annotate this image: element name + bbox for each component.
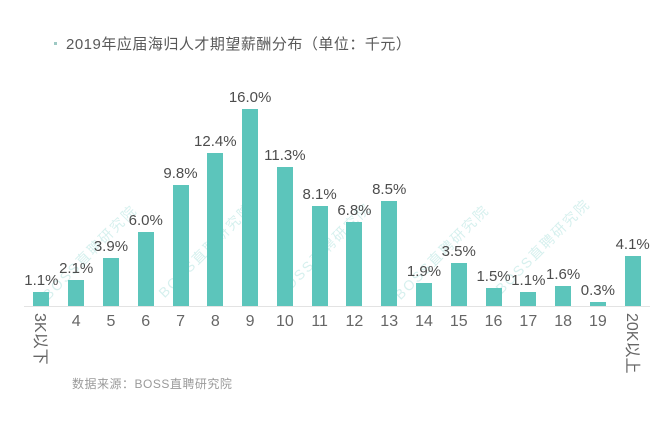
bar-plot-area: 1.1% 2.1% 3.9% 6.0% 9.8% 12.4% 16.0% 11.3% 8.1% 6… (24, 89, 650, 306)
x-axis-tick-label: 9 (245, 313, 255, 330)
bar-value-label: 12.4% (194, 133, 237, 150)
x-axis-tick: 13 (372, 312, 407, 334)
bar-value-label: 6.8% (337, 202, 372, 219)
bar (415, 283, 432, 306)
bar-value-label: 2.1% (59, 260, 94, 277)
x-axis-tick-label: 20K以上 (622, 313, 640, 374)
x-axis-tick: 6 (128, 312, 163, 334)
data-source-note: 数据来源：BOSS直聘研究院 (72, 377, 233, 391)
x-axis-tick: 18 (546, 312, 581, 334)
bar-value-label: 0.3% (580, 282, 615, 299)
x-axis-tick-label: 8 (210, 313, 220, 330)
bar (33, 292, 50, 306)
x-axis-tick-label: 18 (554, 313, 572, 330)
bar-column: 2.1% (59, 260, 94, 306)
bar (624, 256, 641, 306)
x-axis-tick-label: 13 (380, 313, 399, 330)
x-axis-tick: 3K以下 (24, 312, 59, 365)
bar (589, 302, 606, 306)
x-axis-tick: 19 (581, 312, 616, 334)
bar (381, 201, 398, 306)
bar (172, 185, 189, 306)
bar-column: 6.0% (128, 212, 163, 306)
bar (346, 222, 363, 306)
x-axis-tick-label: 16 (484, 313, 503, 330)
bar-value-label: 1.9% (406, 263, 442, 280)
bar (555, 286, 572, 306)
bar-value-label: 8.5% (372, 181, 407, 198)
x-axis-tick: 15 (441, 312, 476, 334)
bar (68, 280, 85, 306)
bar-column: 16.0% (229, 89, 271, 306)
x-axis-tick: 10 (267, 312, 302, 334)
bar (485, 288, 502, 306)
x-axis-tick-label: 19 (588, 313, 607, 330)
x-axis-tick: 8 (198, 312, 233, 334)
x-axis-tick-label: 4 (71, 313, 81, 330)
bar-value-label: 1.6% (546, 266, 581, 283)
x-axis-tick: 5 (94, 312, 129, 334)
bar-value-label: 8.1% (302, 186, 337, 203)
bar-column: 12.4% (194, 133, 237, 306)
bar (242, 109, 259, 306)
bar-value-label: 3.9% (93, 238, 129, 255)
bar-value-label: 3.5% (441, 243, 476, 260)
x-axis-tick: 7 (163, 312, 198, 334)
bar (450, 263, 467, 306)
bar-value-label: 9.8% (163, 165, 198, 182)
bar-column: 0.3% (581, 282, 616, 306)
bar-value-label: 11.3% (264, 147, 306, 164)
x-axis-tick-label: 14 (415, 313, 433, 330)
bar-value-label: 1.1% (511, 272, 546, 289)
bar-column: 3.5% (441, 243, 476, 306)
bar-column: 1.1% (24, 272, 59, 306)
bar-column: 1.6% (546, 266, 581, 306)
x-axis-tick: 9 (233, 312, 268, 334)
x-axis-tick: 11 (302, 312, 337, 334)
bar (276, 167, 293, 306)
bar (137, 232, 154, 306)
bar-column: 6.8% (337, 202, 372, 306)
bar (102, 258, 119, 306)
x-axis-tick: 20K以上 (615, 312, 650, 373)
bar-column: 1.1% (511, 272, 546, 306)
bar-column: 3.9% (94, 238, 129, 306)
x-axis-tick-row: 3K以下 4 5 6 7 8 9 10 11 12 13 14 15 16 17 18 19 20K以上 (24, 312, 650, 373)
bar-value-label: 1.1% (24, 272, 59, 289)
x-axis-tick-label: 15 (449, 313, 468, 330)
x-axis-tick: 14 (407, 312, 442, 334)
x-axis-tick: 16 (476, 312, 511, 334)
x-axis-tick-label: 10 (275, 313, 294, 330)
chart-title: 2019年应届海归人才期望薪酬分布（单位：千元） (66, 36, 412, 53)
bar-column: 9.8% (163, 165, 198, 306)
x-axis-tick-label: 5 (106, 313, 116, 330)
bar-column: 1.5% (476, 268, 511, 306)
bar (207, 153, 224, 306)
x-axis-tick-label: 17 (519, 313, 538, 330)
title-bullet-icon (54, 42, 57, 45)
x-axis-tick: 12 (337, 312, 372, 334)
x-axis-line (24, 306, 650, 307)
bar-value-label: 4.1% (615, 236, 650, 253)
x-axis-tick-label: 6 (141, 313, 151, 330)
bar (520, 292, 537, 306)
x-axis-tick-label: 7 (176, 313, 185, 330)
chart-title-row: 2019年应届海归人才期望薪酬分布（单位：千元） (54, 33, 411, 54)
x-axis-tick-label: 12 (345, 313, 364, 330)
bar (311, 206, 328, 306)
bar-column: 1.9% (407, 263, 442, 306)
x-axis-tick: 4 (59, 312, 94, 334)
bar-value-label: 1.5% (476, 268, 511, 285)
bar-value-label: 16.0% (228, 89, 272, 106)
x-axis-tick: 17 (511, 312, 546, 334)
bar-column: 4.1% (615, 236, 650, 306)
bar-column: 8.5% (372, 181, 407, 306)
x-axis-tick-label: 11 (311, 313, 328, 330)
bar-value-label: 6.0% (128, 212, 163, 229)
bar-column: 8.1% (302, 186, 337, 306)
x-axis-tick-label: 3K以下 (31, 313, 49, 365)
bar-column: 11.3% (264, 147, 306, 306)
